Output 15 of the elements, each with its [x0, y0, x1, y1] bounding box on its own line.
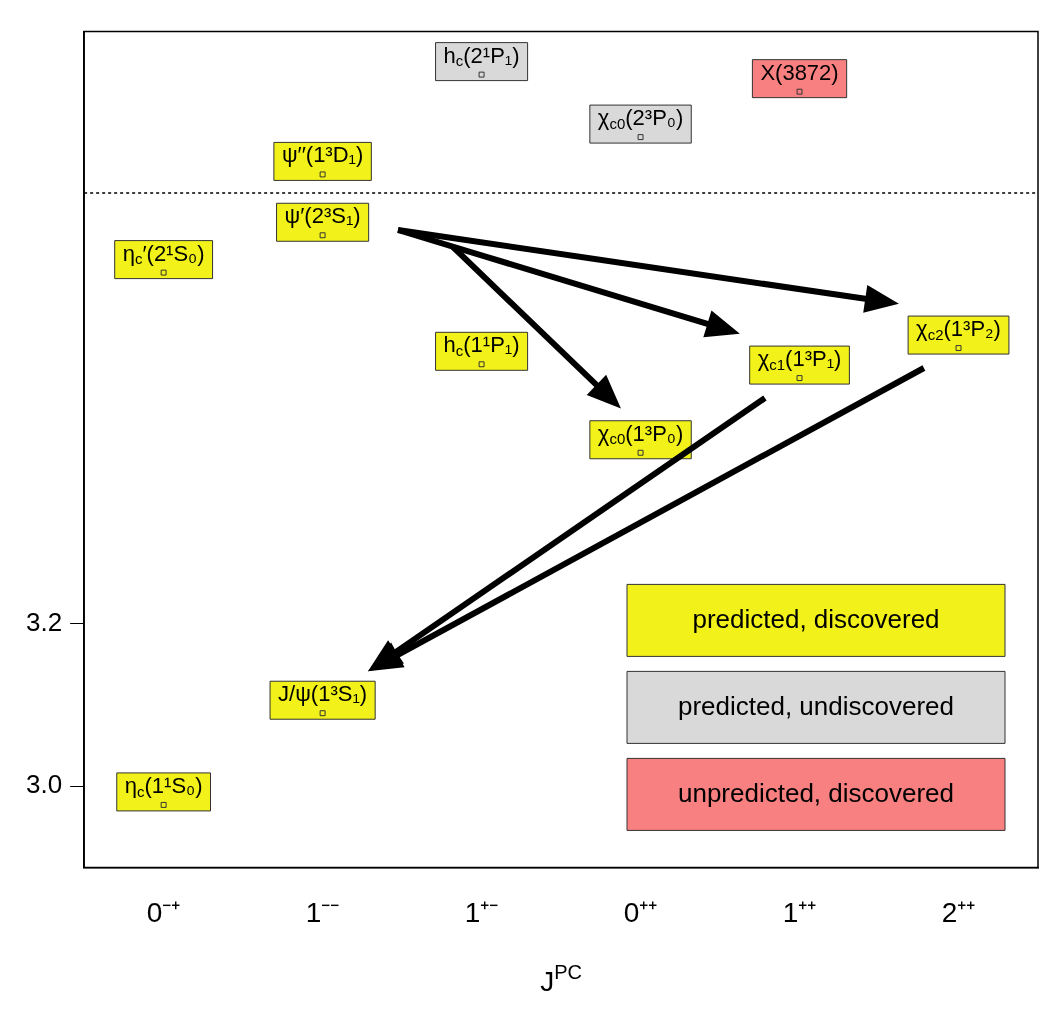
- x-tick-label: 1⁺⁺: [782, 896, 817, 928]
- y-tick-label: 3.2: [25, 607, 63, 638]
- annotation: ψ′′(1³D₁): [281, 142, 364, 168]
- text: predicted, discovered: [692, 603, 940, 634]
- x-tick-label: 2⁺⁺: [941, 896, 976, 928]
- annotation: ψ′(2³S₁): [284, 203, 361, 229]
- y-tick-label: 3.0: [25, 769, 63, 800]
- x-tick-label: 1⁺⁻: [464, 896, 499, 928]
- annotation: J/ψ(1³S₁): [278, 681, 368, 707]
- text: predicted, undiscovered: [677, 690, 955, 721]
- x-tick-label: 1⁻⁻: [305, 896, 340, 928]
- text: unpredicted, discovered: [677, 777, 955, 808]
- x-tick-label: 0⁺⁺: [623, 896, 658, 928]
- annotation: X(3872): [760, 59, 839, 85]
- x-tick-label: 0⁻⁺: [146, 896, 181, 928]
